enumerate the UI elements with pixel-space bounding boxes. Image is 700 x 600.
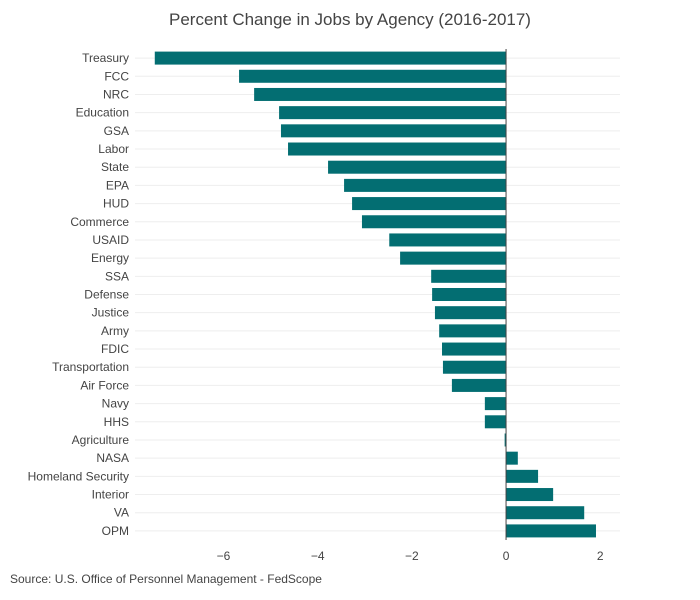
bar <box>484 397 507 411</box>
bar <box>484 415 507 429</box>
category-label: HHS <box>104 415 129 429</box>
bar <box>432 288 507 301</box>
category-label: OPM <box>102 524 129 538</box>
bar <box>506 488 554 502</box>
category-label: NRC <box>103 87 129 101</box>
category-label: SSA <box>105 269 129 283</box>
category-label: Justice <box>92 306 130 320</box>
category-label: Labor <box>98 142 129 156</box>
x-tick-label: −2 <box>405 549 419 563</box>
category-label: NASA <box>96 451 129 465</box>
category-label: USAID <box>92 233 129 247</box>
category-label: Navy <box>102 397 129 411</box>
bar <box>506 524 596 538</box>
category-label: FCC <box>104 69 129 83</box>
category-label: Interior <box>92 488 129 502</box>
x-tick-label: 0 <box>503 549 510 563</box>
category-label: Transportation <box>52 360 129 374</box>
category-label: Treasury <box>82 51 129 65</box>
bar <box>504 433 507 447</box>
bar <box>506 469 539 483</box>
x-tick-label: 2 <box>597 549 604 563</box>
bar <box>239 69 507 83</box>
bar <box>361 215 507 229</box>
category-label: Energy <box>91 251 129 265</box>
x-tick-label: −6 <box>217 549 231 563</box>
bar <box>431 269 507 283</box>
source-note: Source: U.S. Office of Personnel Managem… <box>10 572 322 586</box>
category-label: GSA <box>104 124 129 138</box>
bar <box>154 51 507 65</box>
category-label: Army <box>101 324 129 338</box>
bar <box>280 124 507 138</box>
bar <box>279 106 507 120</box>
category-label: Defense <box>84 288 129 302</box>
bar <box>451 378 507 392</box>
category-label: Education <box>76 106 129 120</box>
category-label: State <box>101 160 129 174</box>
bar <box>506 451 518 465</box>
bar <box>288 142 507 156</box>
bar <box>434 306 507 320</box>
category-label: HUD <box>103 197 129 211</box>
bar <box>344 178 507 192</box>
bar <box>506 506 585 520</box>
category-label: EPA <box>106 178 129 192</box>
category-label: Homeland Security <box>28 469 129 483</box>
bar <box>328 160 507 174</box>
category-label: FDIC <box>101 342 129 356</box>
category-label: Air Force <box>80 378 129 392</box>
x-tick-label: −4 <box>311 549 325 563</box>
bar <box>352 197 507 211</box>
category-label: VA <box>114 506 129 520</box>
bar <box>254 87 507 101</box>
bar <box>400 251 507 265</box>
category-label: Agriculture <box>72 433 130 447</box>
bar <box>439 324 507 338</box>
bar <box>389 233 507 247</box>
bar <box>442 342 507 356</box>
bar <box>442 360 507 374</box>
category-label: Commerce <box>70 215 129 229</box>
chart-title: Percent Change in Jobs by Agency (2016-2… <box>169 10 531 29</box>
